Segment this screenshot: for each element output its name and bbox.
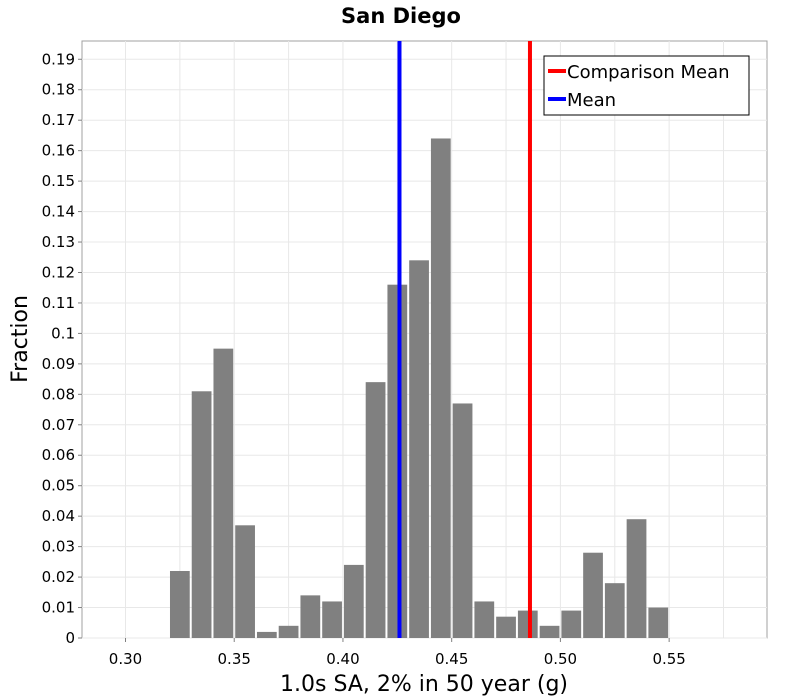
y-tick-label: 0.04 — [42, 507, 75, 525]
legend-label-mean: Mean — [567, 90, 616, 111]
legend: Comparison Mean Mean — [543, 55, 750, 116]
histogram-bar — [517, 610, 538, 638]
histogram-bar — [322, 601, 342, 638]
y-tick-label: 0.16 — [42, 142, 75, 160]
y-tick-label: 0.15 — [42, 172, 75, 190]
histogram-bar — [300, 595, 321, 638]
chart-title: San Diego — [341, 4, 461, 28]
legend-label-comparison-mean: Comparison Mean — [567, 62, 730, 83]
x-tick-label: 0.35 — [218, 650, 251, 668]
histogram-bar — [191, 391, 212, 638]
y-tick-label: 0.19 — [42, 50, 75, 68]
x-tick-label: 0.55 — [652, 650, 685, 668]
y-axis-label: Fraction — [8, 295, 33, 383]
x-tick-label: 0.40 — [326, 650, 359, 668]
y-tick-label: 0.06 — [42, 446, 75, 464]
x-tick-label: 0.45 — [435, 650, 468, 668]
bars — [169, 138, 669, 638]
y-tick-label: 0.11 — [42, 294, 75, 312]
histogram-bar — [409, 260, 429, 638]
histogram-bar — [604, 583, 625, 638]
histogram-bar — [278, 625, 299, 638]
y-tick-label: 0.14 — [42, 203, 75, 221]
y-tick-label: 0.13 — [42, 233, 75, 251]
y-tick-label: 0.17 — [42, 111, 75, 129]
reference-lines — [397, 41, 532, 638]
x-tick-label: 0.50 — [544, 650, 577, 668]
y-tick-label: 0.09 — [42, 355, 75, 373]
histogram-bar — [583, 552, 603, 638]
histogram-bar — [256, 631, 277, 638]
histogram-bar — [235, 525, 255, 638]
histogram-bar — [496, 616, 516, 638]
y-tick-label: 0 — [65, 629, 75, 647]
y-tick-label: 0.05 — [42, 477, 75, 495]
histogram-bar — [626, 519, 647, 638]
histogram-bar — [343, 564, 364, 638]
y-tick-label: 0.07 — [42, 416, 75, 434]
y-tick-label: 0.12 — [42, 263, 75, 281]
y-tick-label: 0.03 — [42, 538, 75, 556]
x-axis-label: 1.0s SA, 2% in 50 year (g) — [280, 672, 568, 697]
histogram-bar — [213, 348, 234, 638]
y-tick-label: 0.02 — [42, 568, 75, 586]
y-tick-label: 0.18 — [42, 81, 75, 99]
y-axis-ticks: 0 0.01 0.02 0.03 0.04 0.05 0.06 0.07 0.08 0.09 0.1… — [42, 50, 82, 647]
histogram-bar — [430, 138, 451, 638]
histogram-bar — [474, 601, 495, 638]
histogram-bar — [365, 382, 386, 638]
y-tick-label: 0.01 — [42, 599, 75, 617]
x-tick-label: 0.30 — [109, 650, 142, 668]
histogram-bar — [561, 610, 582, 638]
histogram-bar — [539, 625, 560, 638]
y-tick-label: 0.1 — [51, 324, 75, 342]
histogram-bar — [169, 570, 190, 638]
x-axis-ticks: 0.30 0.35 0.40 0.45 0.50 0.55 — [109, 638, 686, 668]
histogram-bar — [387, 284, 408, 638]
histogram-bar — [648, 607, 669, 638]
histogram-bar — [452, 403, 473, 638]
y-tick-label: 0.08 — [42, 385, 75, 403]
legend-box — [543, 55, 750, 116]
